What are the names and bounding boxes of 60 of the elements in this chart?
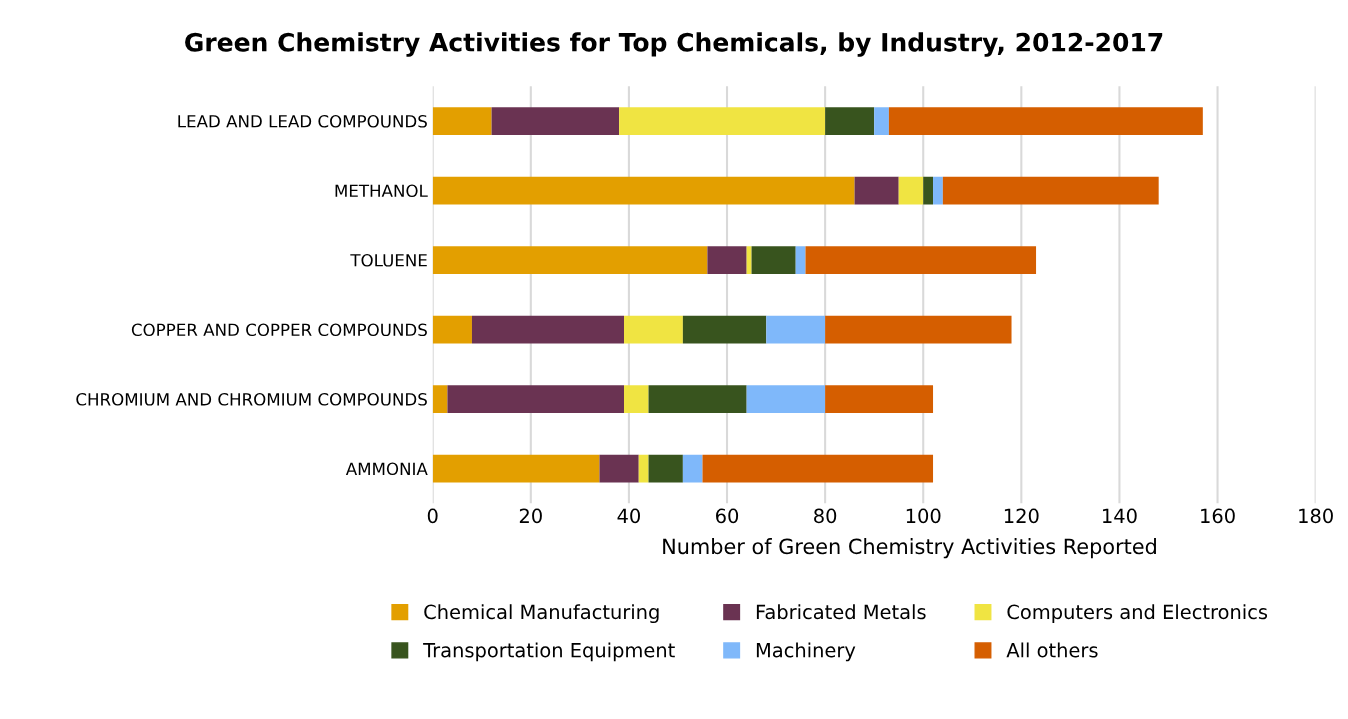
bar [471, 315, 625, 344]
bar [432, 107, 492, 135]
bar [599, 454, 639, 483]
bar [432, 176, 855, 205]
bar [707, 246, 747, 274]
bar [854, 176, 899, 205]
bar [648, 454, 683, 483]
bar [795, 246, 806, 274]
bar [682, 315, 767, 344]
x-tick-label: 140 [1103, 508, 1137, 524]
legend-label: Transportation Equipment [423, 642, 675, 662]
bar [825, 315, 1012, 344]
bar [447, 385, 625, 413]
x-tick-label: 60 [716, 508, 739, 524]
legend-label: All others [1006, 642, 1098, 658]
bar [682, 454, 703, 483]
bar [933, 176, 943, 205]
bar [746, 246, 752, 274]
legend-label: Fabricated Metals [756, 604, 926, 620]
y-tick-label: CHROMIUM AND CHROMIUM COMPOUNDS [76, 393, 427, 406]
bar [825, 107, 875, 135]
y-tick-label: METHANOL [335, 184, 428, 198]
x-tick-label: 0 [427, 508, 438, 524]
legend-label: Chemical Manufacturing [424, 604, 659, 624]
bar [702, 454, 934, 483]
bar [432, 454, 600, 483]
x-tick-label: 80 [814, 508, 837, 524]
bar [491, 107, 620, 135]
bar [624, 385, 649, 413]
bar [825, 385, 934, 413]
y-tick-label: TOLUENE [350, 254, 427, 267]
bar [624, 315, 683, 344]
bar [923, 176, 934, 205]
bar [619, 107, 826, 135]
bar [942, 176, 1159, 205]
y-tick-label: LEAD AND LEAD COMPOUNDS [178, 114, 427, 128]
bar [874, 107, 889, 135]
legend-label: Machinery [756, 642, 856, 662]
bar [432, 385, 448, 413]
x-tick-label: 20 [519, 508, 542, 524]
bar [746, 385, 826, 413]
x-tick-label: 180 [1299, 508, 1333, 524]
bar [432, 315, 472, 344]
bar [805, 246, 1037, 274]
bar [898, 176, 924, 205]
x-axis-title: Number of Green Chemistry Activities Reported [663, 538, 1156, 559]
bar [648, 385, 747, 413]
x-tick-label: 100 [906, 508, 941, 524]
bar [432, 246, 708, 274]
y-tick-label: COPPER AND COPPER COMPOUNDS [131, 323, 427, 337]
x-tick-label: 40 [617, 508, 640, 524]
bar [766, 315, 826, 344]
x-tick-label: 160 [1201, 508, 1235, 524]
chart-title: Green Chemistry Activities for Top Chemicals, by Industry, 2012-2017 [185, 32, 1163, 57]
y-tick-label: AMMONIA [345, 462, 428, 476]
legend-label: Computers and Electronics [1007, 604, 1268, 624]
x-tick-label: 120 [1004, 508, 1039, 524]
bar [888, 107, 1203, 135]
bar [638, 454, 649, 483]
bar [751, 246, 796, 274]
